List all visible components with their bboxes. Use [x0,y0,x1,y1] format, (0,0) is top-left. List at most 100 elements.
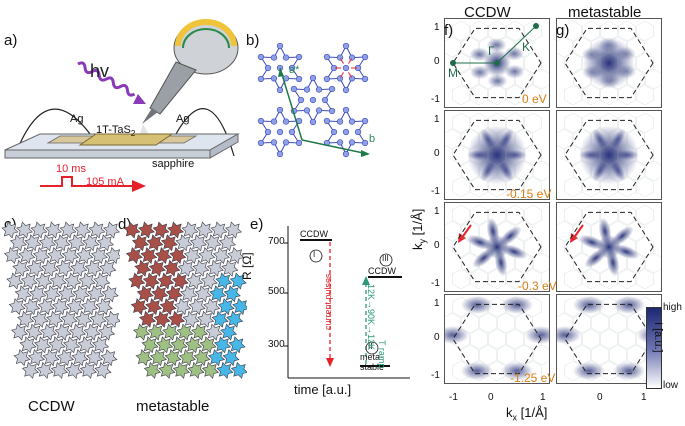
star-38 [136,285,154,303]
star-73 [42,349,60,367]
resistance-ylabel: R [Ω] [240,252,254,280]
arpes-intensity-plot [445,112,549,198]
star-11 [175,234,193,252]
star-68 [155,336,174,354]
star-71 [199,336,217,354]
star-80 [222,349,240,367]
star-77 [100,349,118,367]
ccdw-star-domain-figure [1,221,120,379]
star-19 [183,246,201,265]
star-76 [85,349,104,367]
pulse-current-label: 105 mA [86,176,124,188]
star-15 [3,246,21,265]
sod-cluster-4 [290,74,336,126]
star-27 [70,259,88,277]
star-10 [160,234,179,252]
star-42 [87,285,105,303]
metastable-caption: metastable [136,398,210,415]
substrate-label: sapphire [152,158,195,170]
xtick-g-0: 0 [597,392,603,403]
current-pulses-label: current pulses [323,273,333,330]
ag-label-right: Ag [176,113,190,125]
ytick-row2-0: 1 [434,206,440,217]
star-1 [15,221,34,239]
star-43 [209,285,227,303]
brillouin-zone-boundary [452,211,542,283]
star-61 [147,323,165,341]
star-57 [104,310,120,328]
star-6 [210,221,228,239]
arpes-map-r3-c1 [556,294,662,384]
state2-number: II [368,342,373,351]
time-xlabel: time [a.u.] [294,382,352,397]
metastable-star-domain-figure [123,221,247,379]
sample-label: 1T-TaS2 [96,124,136,139]
xtick-f-neg1: -1 [449,392,458,403]
star-30 [6,272,24,290]
arpes-intensity-plot [557,112,661,198]
star-9 [24,234,42,252]
star-39 [43,285,61,303]
star-49 [81,298,99,316]
star-26 [177,259,195,277]
ytick-row3-0: 1 [434,298,440,309]
star-44 [223,285,241,303]
colorbar [646,307,662,389]
star-65 [205,323,223,341]
star-63 [176,323,194,341]
star-69 [77,336,95,354]
arpes-intensity-plot [557,20,661,106]
star-32 [35,272,53,290]
star-18 [47,246,65,265]
star-52 [31,310,49,328]
star-86 [216,361,234,379]
ytick-row0-0: 1 [434,22,440,33]
star-51 [17,310,35,328]
arpes-map-r1-c1 [556,110,662,200]
star-76 [164,349,182,367]
arpes-map-r2-c1 [556,202,662,292]
star-23 [134,259,152,277]
star-14 [218,234,237,252]
pulse-width-label: 10 ms [56,163,86,175]
star-28 [206,259,224,277]
col-title-ccdw: CCDW [464,4,511,21]
state3-number: III [382,254,389,263]
star-80 [50,361,69,379]
star-36 [93,272,111,290]
star-28 [84,259,102,277]
star-71 [13,349,31,367]
star-21 [212,246,230,265]
star-59 [25,323,43,341]
k-point-label: K [522,40,531,54]
star-of-david-lattice-figure [257,42,370,158]
star-53 [139,310,157,328]
displacement-arrow [348,58,352,64]
a-star-vector [279,67,303,141]
star-77 [178,349,197,367]
star-32 [157,272,175,290]
energy-label-1: -0.15 eV [506,187,552,201]
star-1 [137,221,156,239]
star-27 [192,259,210,277]
star-81 [65,361,83,379]
star-7 [102,221,120,239]
star-13 [204,234,222,252]
state2-label-line1: meta- [360,352,384,362]
ytick-row1-1: 0 [434,148,440,159]
star-18 [169,246,187,265]
panel-label-a: a) [4,32,18,49]
star-81 [143,361,162,379]
star-79 [36,361,54,379]
state1-label: CCDW [300,229,328,239]
star-20 [198,246,216,265]
star-8 [131,234,150,252]
star-51 [217,298,235,316]
ytick-row1-0: 1 [434,114,440,125]
star-54 [153,310,171,328]
arpes-intensity-plot [445,296,549,382]
arpes-map-r0-c1 [556,18,662,108]
ccdw-caption: CCDW [28,398,75,415]
star-13 [82,234,100,252]
energy-label-2: -0.3 eV [518,279,557,293]
